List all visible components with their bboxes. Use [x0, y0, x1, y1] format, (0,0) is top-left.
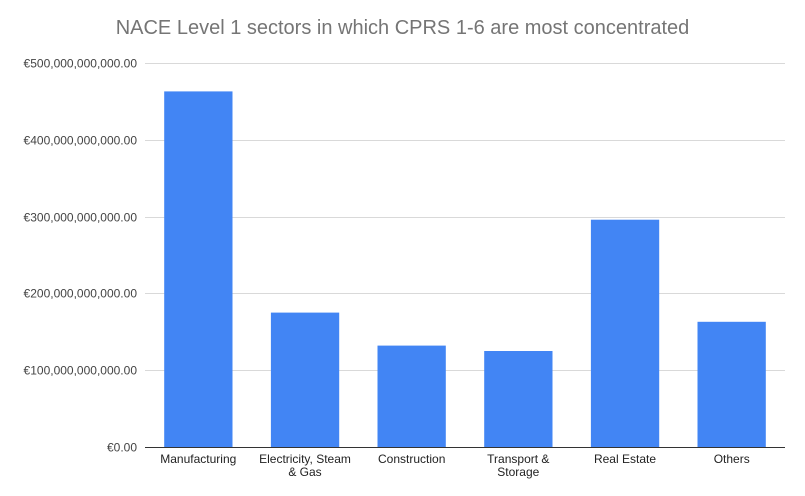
bar — [590, 219, 660, 447]
x-axis-category-labels: Manufacturing Electricity, Steam & Gas Cons… — [160, 452, 749, 479]
x-category-label: Manufacturing — [160, 452, 236, 466]
x-category-label: Others — [714, 452, 750, 466]
chart-title: NACE Level 1 sectors in which CPRS 1-6 a… — [115, 17, 690, 39]
y-tick-label: €100,000,000,000.00 — [24, 364, 138, 378]
y-tick-label: €400,000,000,000.00 — [24, 134, 138, 148]
x-category-label: Electricity, Steam & Gas — [259, 452, 351, 479]
bar — [164, 91, 233, 448]
y-axis-tick-labels: €0.00 €100,000,000,000.00 €200,000,000,000… — [24, 57, 138, 455]
bar — [377, 345, 446, 447]
x-category-label: Real Estate — [594, 452, 656, 466]
bars — [164, 91, 766, 448]
bar — [697, 321, 766, 447]
bar — [484, 351, 553, 447]
x-category-label: Transport & Storage — [487, 452, 549, 479]
y-tick-label: €300,000,000,000.00 — [24, 211, 138, 225]
x-category-label: Construction — [378, 452, 445, 466]
y-tick-label: €500,000,000,000.00 — [24, 57, 138, 71]
gridlines — [145, 63, 785, 371]
bar — [270, 312, 340, 447]
y-tick-label: €0.00 — [107, 441, 137, 455]
y-tick-label: €200,000,000,000.00 — [24, 287, 138, 301]
